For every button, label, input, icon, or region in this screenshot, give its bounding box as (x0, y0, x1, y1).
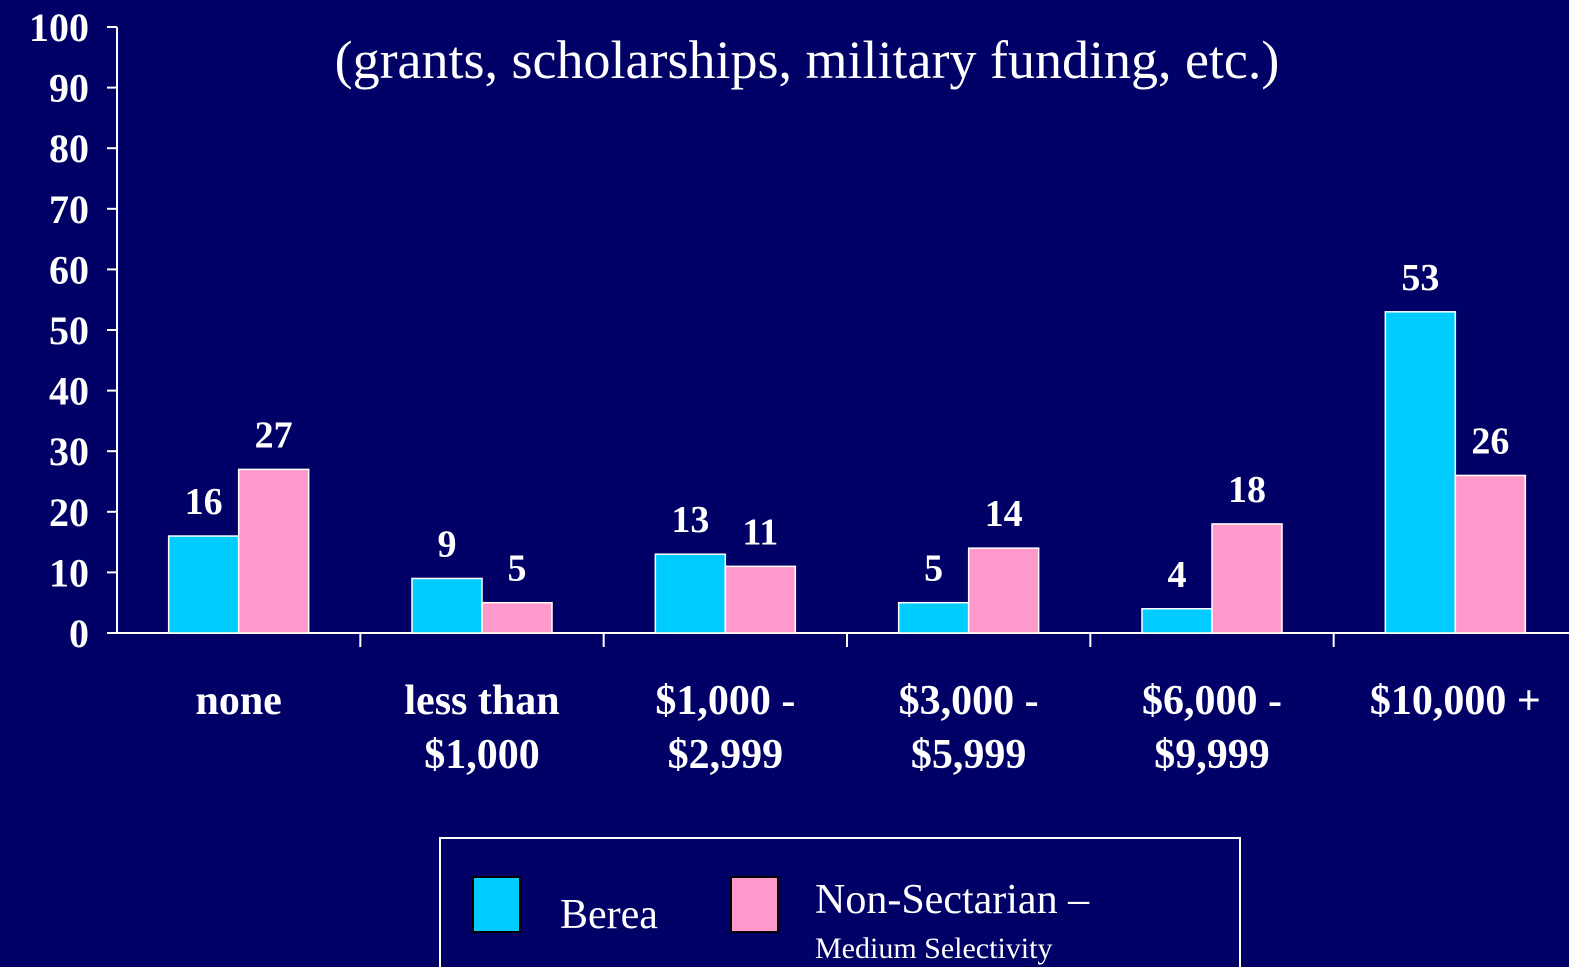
y-tick-label: 90 (49, 66, 89, 111)
value-label: 9 (438, 523, 457, 565)
value-label: 11 (742, 511, 778, 553)
bar (1141, 608, 1213, 634)
value-label: 53 (1401, 257, 1439, 299)
value-label: 5 (924, 548, 943, 590)
bar (411, 577, 483, 634)
value-label: 26 (1471, 420, 1509, 462)
bar (481, 601, 553, 634)
legend-label: Non-Sectarian – (815, 877, 1090, 923)
value-label: 18 (1228, 469, 1266, 511)
bar (654, 553, 727, 634)
x-tick-label: less than $1,000 (404, 678, 560, 778)
bar (167, 535, 240, 634)
y-tick-label: 0 (69, 611, 89, 656)
value-label: 16 (185, 481, 223, 523)
bar (1384, 311, 1457, 634)
y-tick-label: 50 (49, 308, 89, 353)
value-label: 13 (671, 499, 709, 541)
y-tick-label: 40 (49, 369, 89, 414)
legend-box (439, 837, 1241, 967)
value-label: 27 (255, 414, 293, 456)
y-tick-label: 80 (49, 126, 89, 171)
chart-subtitle: (grants, scholarships, military funding,… (335, 30, 1280, 90)
bar (1454, 474, 1527, 634)
x-tick-label: $1,000 - $2,999 (655, 678, 796, 778)
x-tick-label: none (195, 678, 282, 724)
legend-swatch (472, 876, 521, 933)
value-label: 5 (508, 548, 527, 590)
x-tick-label: $6,000 - $9,999 (1142, 678, 1282, 778)
legend-swatch (730, 876, 779, 933)
bar (1211, 523, 1283, 634)
y-tick-label: 60 (49, 247, 89, 292)
y-tick-label: 10 (49, 550, 89, 595)
bar (724, 565, 797, 634)
x-tick-label: $10,000 + (1369, 678, 1541, 724)
value-label: 14 (985, 493, 1023, 535)
y-tick-label: 70 (49, 187, 89, 232)
y-tick-label: 20 (49, 490, 89, 535)
y-tick-label: 100 (29, 5, 89, 50)
legend-note: Medium Selectivity (815, 932, 1052, 965)
bar (897, 601, 970, 634)
value-label: 4 (1168, 554, 1187, 596)
x-tick-label: $3,000 - $5,999 (898, 678, 1039, 778)
bar (967, 547, 1040, 634)
y-tick-label: 30 (49, 429, 89, 474)
bar (237, 468, 310, 634)
legend-label: Berea (560, 892, 658, 938)
